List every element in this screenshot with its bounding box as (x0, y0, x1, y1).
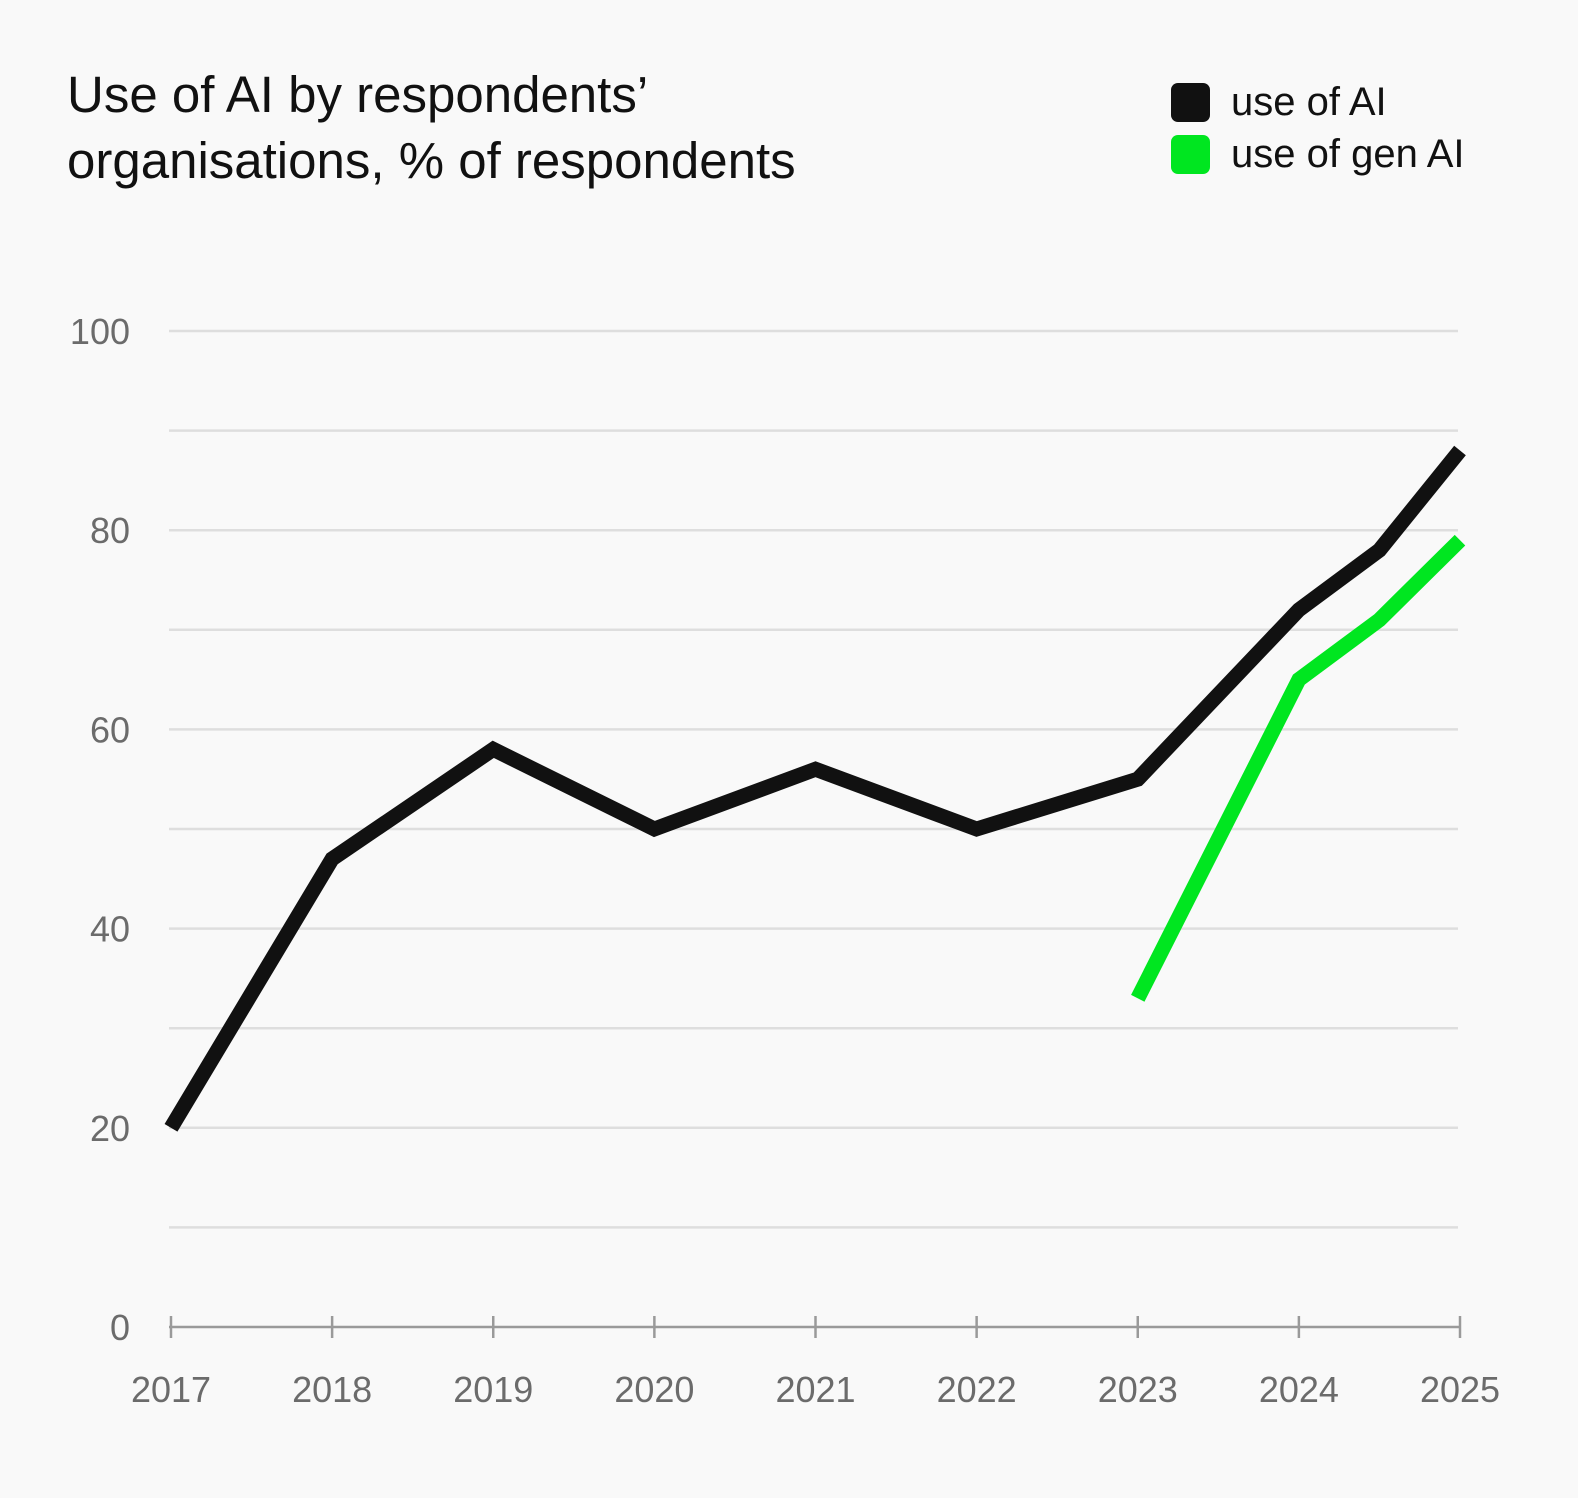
legend-swatch-ai (1171, 82, 1210, 122)
x-tick-label: 2023 (1098, 1369, 1178, 1410)
x-tick-label: 2024 (1259, 1369, 1339, 1410)
x-tick-label: 2018 (292, 1369, 372, 1410)
legend-item-gen-ai: use of gen AI (1171, 128, 1465, 180)
series-line-ai (164, 445, 1466, 1132)
legend-label: use of gen AI (1231, 131, 1465, 176)
chart-title: Use of AI by respondents’ organisations,… (67, 66, 796, 189)
y-tick-label: 100 (70, 311, 130, 352)
series-line-gen-ai (1131, 534, 1466, 1002)
y-tick-label: 40 (90, 909, 130, 950)
x-tick-label: 2017 (131, 1369, 211, 1410)
x-tick-label: 2019 (453, 1369, 533, 1410)
x-tick-label: 2021 (775, 1369, 855, 1410)
x-tick-label: 2025 (1420, 1369, 1500, 1410)
legend-item-ai: use of AI (1171, 76, 1465, 128)
legend-label: use of AI (1231, 79, 1387, 124)
y-tick-label: 0 (110, 1307, 130, 1348)
legend-swatch-gen-ai (1171, 134, 1210, 174)
x-tick-label: 2022 (937, 1369, 1017, 1410)
y-tick-label: 60 (90, 709, 130, 750)
y-tick-label: 80 (90, 510, 130, 551)
y-tick-label: 20 (90, 1108, 130, 1149)
x-tick-label: 2020 (614, 1369, 694, 1410)
legend: use of AI use of gen AI (1171, 76, 1465, 180)
